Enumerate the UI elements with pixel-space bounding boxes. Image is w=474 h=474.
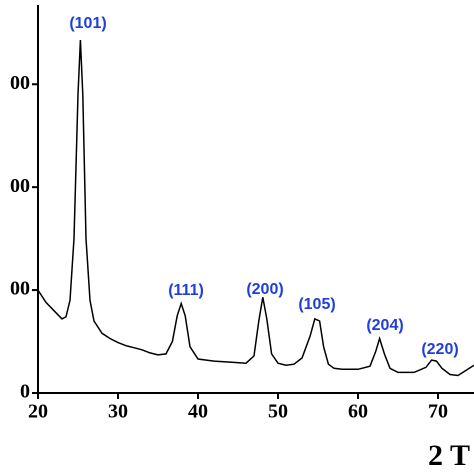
peak-label: (204) xyxy=(366,317,403,334)
x-tick-label: 30 xyxy=(108,401,128,423)
x-tick-label: 40 xyxy=(188,401,208,423)
y-tick-label: 0 xyxy=(20,381,30,403)
x-tick-label: 20 xyxy=(28,401,48,423)
y-tick-label: 00 xyxy=(10,175,30,197)
x-tick-label: 50 xyxy=(268,401,288,423)
peak-label: (200) xyxy=(246,281,283,298)
x-tick-label: 70 xyxy=(428,401,448,423)
x-tick-label: 60 xyxy=(348,401,368,423)
y-tick-label: 00 xyxy=(10,278,30,300)
peak-label: (111) xyxy=(168,282,204,299)
peak-label: (105) xyxy=(298,296,335,313)
x-axis-title: 2 T xyxy=(428,439,470,472)
peak-label: (220) xyxy=(421,341,458,358)
peak-label: (101) xyxy=(69,15,106,32)
y-tick-label: 00 xyxy=(10,72,30,94)
line-series xyxy=(37,39,474,377)
